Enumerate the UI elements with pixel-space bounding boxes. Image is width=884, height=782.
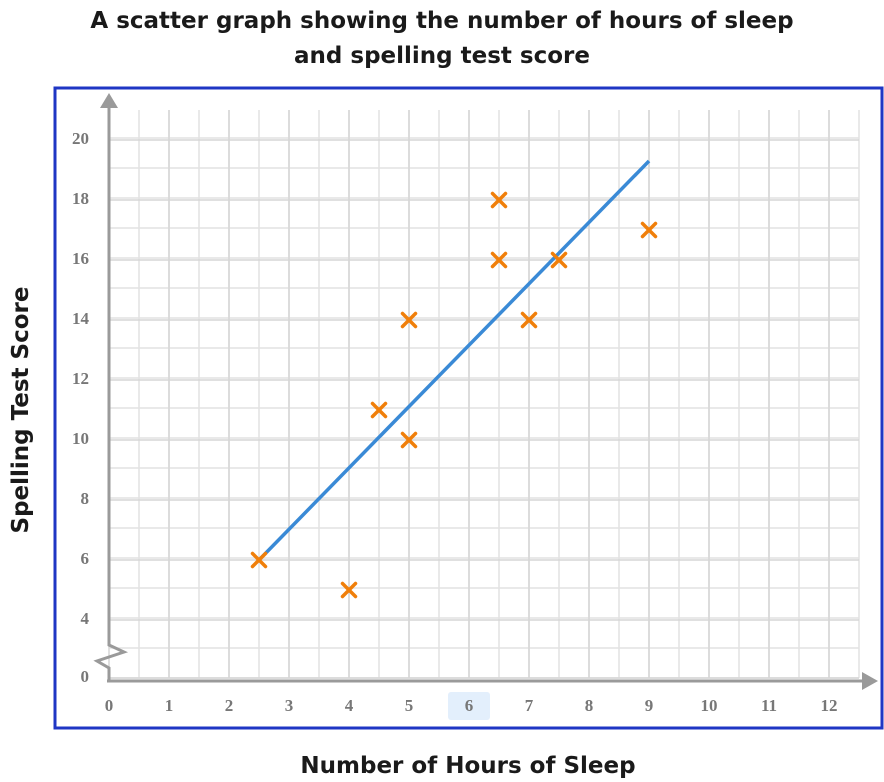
y-tick-label: 14 — [72, 309, 90, 328]
y-tick-label: 0 — [81, 667, 90, 686]
x-tick-label: 6 — [465, 696, 474, 715]
point — [490, 251, 508, 269]
point — [400, 431, 418, 449]
x-tick-label: 7 — [525, 696, 534, 715]
y-tick-label: 10 — [72, 429, 89, 448]
chart-title: A scatter graph showing the number of ho… — [90, 8, 793, 34]
point — [490, 191, 508, 209]
x-tick-label: 9 — [645, 696, 654, 715]
x-tick-label: 0 — [105, 696, 114, 715]
tick-highlight — [448, 692, 490, 720]
point — [640, 221, 658, 239]
x-tick-label: 10 — [701, 696, 718, 715]
y-tick-label: 18 — [72, 189, 89, 208]
chart-title: and spelling test score — [294, 43, 590, 69]
point — [520, 311, 538, 329]
y-tick-label: 6 — [81, 549, 90, 568]
x-tick-label: 2 — [225, 696, 234, 715]
y-axis-label: Spelling Test Score — [8, 287, 34, 534]
x-tick-label: 12 — [821, 696, 838, 715]
trend-line — [257, 159, 651, 562]
point — [250, 551, 268, 569]
y-tick-label: 20 — [72, 129, 89, 148]
y-tick-label: 16 — [72, 249, 89, 268]
x-tick-label: 4 — [345, 696, 354, 715]
axes — [93, 93, 878, 690]
point — [370, 401, 388, 419]
y-axis-arrow — [100, 93, 118, 108]
grid — [108, 110, 860, 679]
y-tick-label: 8 — [81, 489, 90, 508]
x-tick-label: 11 — [761, 696, 777, 715]
x-tick-label: 3 — [285, 696, 294, 715]
y-tick-label: 4 — [81, 609, 90, 628]
point — [340, 581, 358, 599]
y-axis — [93, 102, 129, 681]
point — [550, 251, 568, 269]
x-tick-label: 1 — [165, 696, 174, 715]
point — [400, 311, 418, 329]
x-tick-label: 8 — [585, 696, 594, 715]
x-tick-label: 5 — [405, 696, 414, 715]
y-tick-label: 12 — [72, 369, 89, 388]
x-axis-label: Number of Hours of Sleep — [300, 753, 635, 779]
x-axis-arrow — [862, 672, 878, 690]
